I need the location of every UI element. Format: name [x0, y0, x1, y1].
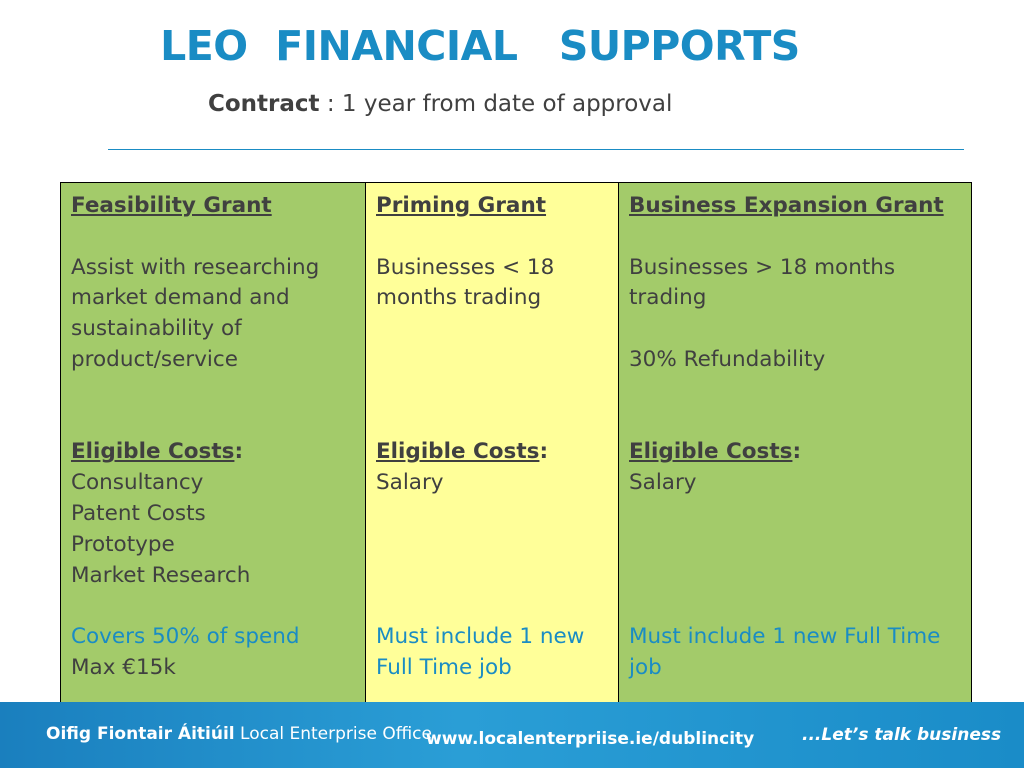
job-requirement-note: Full Time job: [376, 654, 512, 680]
eligible-costs-heading: Eligible Costs:: [376, 439, 549, 465]
cost-item: Patent Costs: [71, 500, 206, 526]
refundability-line: 30% Refundability: [629, 346, 826, 372]
description-line: product/service: [71, 346, 238, 372]
footer-bar: Oifig Fiontair Áitiúil Local Enterprise …: [0, 702, 1024, 768]
description-line: Businesses < 18: [376, 254, 555, 280]
eligible-costs-heading: Eligible Costs:: [71, 439, 244, 465]
contract-line: Contract : 1 year from date of approval: [208, 91, 672, 117]
description-line: Businesses > 18 months: [629, 254, 896, 280]
cost-item: Salary: [376, 470, 444, 496]
job-requirement-note: job: [629, 654, 662, 680]
contract-text: : 1 year from date of approval: [319, 91, 673, 117]
website-link[interactable]: www.localenterpriise.ie/dublincity: [426, 729, 755, 749]
title-divider: [108, 149, 964, 150]
cost-item: Consultancy: [71, 470, 204, 496]
cost-item: Market Research: [71, 562, 251, 588]
column-heading: Feasibility Grant: [71, 193, 272, 218]
column-business-expansion-grant: Business Expansion Grant Businesses > 18…: [618, 183, 971, 717]
eligible-costs-heading: Eligible Costs:: [629, 439, 802, 465]
column-heading: Business Expansion Grant: [629, 193, 944, 218]
cost-item: Salary: [629, 470, 697, 496]
description-line: market demand and: [71, 285, 290, 311]
page-title: LEO FINANCIAL SUPPORTS: [160, 22, 800, 70]
description-line: Assist with researching: [71, 254, 320, 280]
coverage-note: Covers 50% of spend: [71, 624, 300, 650]
org-name: Oifig Fiontair Áitiúil Local Enterprise …: [46, 724, 432, 744]
job-requirement-note: Must include 1 new: [376, 624, 585, 650]
description-line: sustainability of: [71, 316, 242, 342]
cost-item: Prototype: [71, 531, 175, 557]
column-heading: Priming Grant: [376, 193, 547, 218]
tagline: ...Let’s talk business: [802, 725, 1002, 745]
max-amount: Max €15k: [71, 654, 176, 680]
column-priming-grant: Priming Grant Businesses < 18 months tra…: [365, 183, 618, 717]
grants-table: Feasibility Grant Assist with researchin…: [60, 182, 972, 718]
column-feasibility-grant: Feasibility Grant Assist with researchin…: [61, 183, 365, 717]
description-line: months trading: [376, 285, 542, 311]
contract-label: Contract: [208, 91, 320, 117]
description-line: trading: [629, 285, 707, 311]
job-requirement-note: Must include 1 new Full Time: [629, 624, 941, 650]
